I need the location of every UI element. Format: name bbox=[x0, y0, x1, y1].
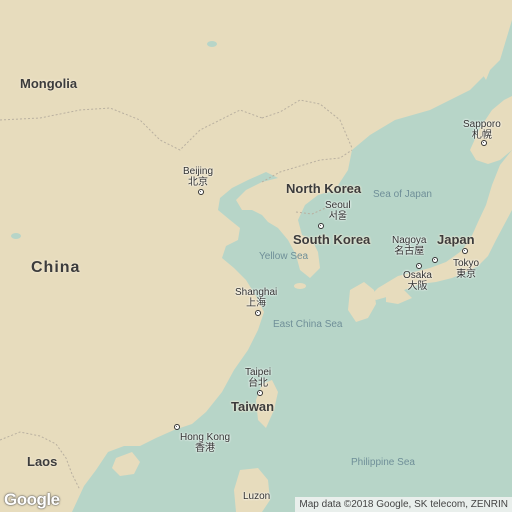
hainan-island bbox=[112, 452, 140, 476]
city-local-taipei: 台北 bbox=[248, 378, 269, 389]
city-label-hong-kong: Hong Kong 香港 bbox=[180, 432, 230, 454]
country-label-north-korea: North Korea bbox=[286, 181, 362, 196]
city-local-seoul: 서울 bbox=[328, 211, 347, 222]
lake-1 bbox=[207, 41, 217, 47]
city-local-shanghai: 上海 bbox=[246, 298, 267, 309]
japan-hokkaido bbox=[470, 96, 512, 164]
city-name-osaka: Osaka bbox=[403, 270, 432, 281]
country-label-china: China bbox=[31, 259, 81, 276]
city-name-seoul: Seoul bbox=[325, 200, 351, 211]
city-label-shanghai: Shanghai 上海 bbox=[235, 287, 277, 309]
country-label-mongolia: Mongolia bbox=[20, 76, 78, 91]
city-name-nagoya: Nagoya bbox=[392, 235, 427, 246]
border-china-russia bbox=[261, 99, 353, 149]
city-local-osaka: 大阪 bbox=[407, 281, 428, 292]
city-name-beijing: Beijing bbox=[183, 166, 214, 177]
city-label-tokyo: Tokyo 東京 bbox=[453, 258, 479, 280]
city-local-sapporo: 札幌 bbox=[471, 130, 492, 141]
sea-label-sea-of-japan: Sea of Japan bbox=[373, 189, 432, 200]
lake-2 bbox=[11, 233, 21, 239]
google-logo[interactable]: Google bbox=[4, 490, 60, 509]
jeju-island bbox=[294, 283, 306, 289]
japan-honshu bbox=[370, 150, 512, 300]
city-marker-nagoya[interactable] bbox=[432, 257, 438, 263]
city-name-sapporo: Sapporo bbox=[463, 119, 501, 130]
city-label-osaka: Osaka 大阪 bbox=[403, 270, 432, 292]
japan-shikoku bbox=[386, 290, 412, 304]
sakhalin-island bbox=[480, 0, 500, 80]
city-marker-hong-kong[interactable] bbox=[174, 424, 180, 430]
city-local-tokyo: 東京 bbox=[456, 269, 477, 280]
city-local-hong-kong: 香港 bbox=[195, 443, 216, 454]
city-name-taipei: Taipei bbox=[245, 367, 272, 378]
sea-label-yellow-sea: Yellow Sea bbox=[259, 251, 309, 262]
country-label-laos: Laos bbox=[27, 454, 58, 469]
country-label-south-korea: South Korea bbox=[293, 232, 371, 247]
city-marker-beijing[interactable] bbox=[198, 189, 204, 195]
japan-kyushu bbox=[348, 282, 376, 322]
city-marker-osaka[interactable] bbox=[416, 263, 422, 269]
city-local-nagoya: 名古屋 bbox=[394, 246, 425, 257]
city-marker-sapporo[interactable] bbox=[481, 140, 487, 146]
country-label-taiwan: Taiwan bbox=[231, 399, 275, 414]
map-attribution: Map data ©2018 Google, SK telecom, ZENRI… bbox=[295, 497, 512, 512]
sea-label-east-china-sea: East China Sea bbox=[273, 319, 343, 330]
city-marker-shanghai[interactable] bbox=[255, 310, 261, 316]
city-label-taipei: Taipei 台北 bbox=[245, 367, 271, 389]
city-name-shanghai: Shanghai bbox=[235, 287, 278, 298]
city-marker-tokyo[interactable] bbox=[462, 248, 468, 254]
luzon-island bbox=[234, 468, 270, 512]
city-local-beijing: 北京 bbox=[188, 177, 209, 188]
place-label-luzon: Luzon bbox=[243, 491, 271, 502]
city-label-sapporo: Sapporo 札幌 bbox=[463, 119, 501, 141]
border-china-northkorea bbox=[261, 149, 353, 183]
city-marker-taipei[interactable] bbox=[257, 390, 263, 396]
city-marker-seoul[interactable] bbox=[318, 223, 324, 229]
city-label-beijing: Beijing 北京 bbox=[183, 166, 213, 188]
city-name-hong-kong: Hong Kong bbox=[180, 432, 231, 443]
sea-label-philippine-sea: Philippine Sea bbox=[351, 457, 415, 468]
country-label-japan: Japan bbox=[437, 232, 475, 247]
city-name-tokyo: Tokyo bbox=[453, 258, 480, 269]
city-label-seoul: Seoul 서울 bbox=[325, 200, 351, 222]
border-china-laos bbox=[0, 431, 81, 491]
city-label-nagoya: Nagoya 名古屋 bbox=[392, 235, 426, 257]
border-korea-dmz bbox=[295, 205, 331, 215]
